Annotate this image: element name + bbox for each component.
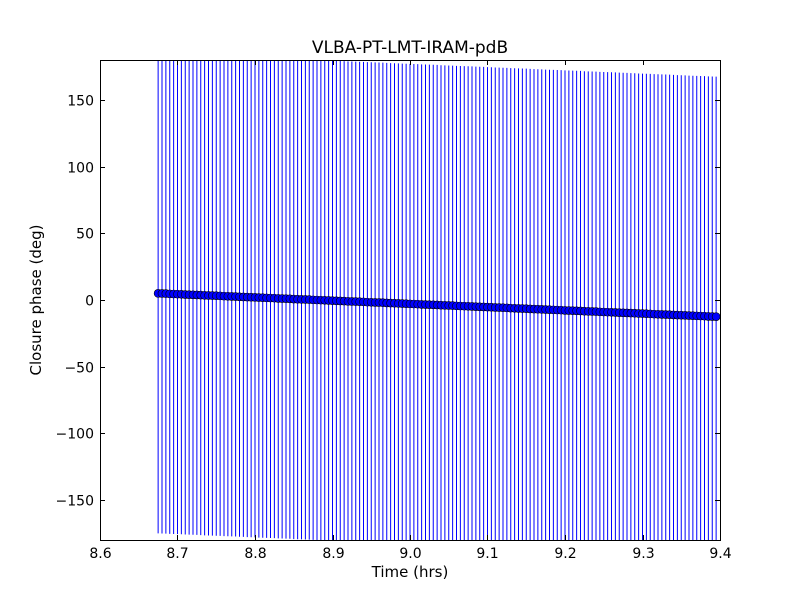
y-tick-label: 0	[85, 294, 94, 310]
y-tick-label: −150	[56, 494, 94, 510]
y-tick-label: 100	[67, 161, 94, 177]
x-tick-label: 9.2	[554, 546, 576, 562]
y-tick-label: 50	[76, 227, 94, 243]
y-tick-label: 150	[67, 94, 94, 110]
x-tick-label: 9.4	[709, 546, 731, 562]
y-tick-label: −50	[64, 361, 94, 377]
y-axis: −150 −100 −50 0 50 100 150	[56, 94, 720, 510]
x-tick-label: 8.6	[89, 546, 111, 562]
chart-title: VLBA-PT-LMT-IRAM-pdB	[312, 38, 508, 58]
y-tick-label: −100	[56, 427, 94, 443]
x-tick-label: 8.8	[244, 546, 266, 562]
x-tick-label: 8.7	[166, 546, 188, 562]
x-axis-label: Time (hrs)	[371, 563, 449, 581]
x-tick-label: 8.9	[322, 546, 344, 562]
x-tick-label: 9.0	[399, 546, 421, 562]
y-axis-label: Closure phase (deg)	[27, 225, 45, 376]
x-tick-label: 9.3	[632, 546, 654, 562]
x-tick-label: 9.1	[476, 546, 498, 562]
data-points	[153, 289, 721, 321]
x-axis: 8.6 8.7 8.8 8.9 9.0 9.1 9.2 9.3 9.4	[89, 60, 732, 562]
data-point	[711, 312, 721, 321]
